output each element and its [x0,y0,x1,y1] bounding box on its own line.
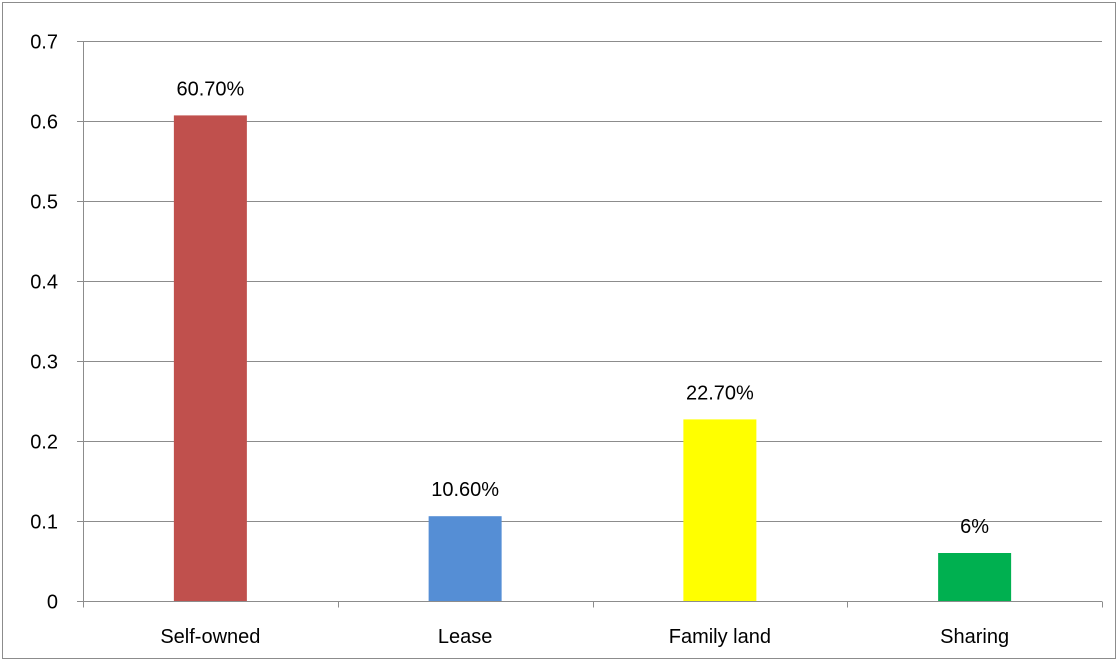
data-labels: 60.70% 10.60% 22.70% 6% [176,78,989,538]
y-tick-label: 0.7 [30,32,58,54]
x-tick-label: Self-owned [160,626,260,648]
gridlines [83,41,1102,522]
data-label: 10.60% [431,479,499,501]
y-tick-label: 0.1 [30,512,58,534]
x-axis: Self-owned Lease Family land Sharing [83,601,1103,648]
x-tick-label: Sharing [940,626,1009,648]
x-tick-label: Family land [669,626,771,648]
bar [428,516,502,601]
y-tick-label: 0 [47,592,58,614]
x-tick-label: Lease [438,626,493,648]
y-tick-label: 0.4 [30,272,58,294]
bars [173,115,1012,602]
data-label: 6% [960,516,989,538]
data-label: 22.70% [686,382,754,404]
bar [683,419,757,601]
y-tick-label: 0.6 [30,112,58,134]
y-tick-label: 0.2 [30,432,58,454]
y-tick-label: 0.3 [30,352,58,374]
y-tick-label: 0.5 [30,192,58,214]
y-axis: 0 0.1 0.2 0.3 0.4 0.5 0.6 0.7 [30,32,84,614]
bar [938,553,1012,601]
bar [173,115,247,602]
data-label: 60.70% [176,78,244,100]
